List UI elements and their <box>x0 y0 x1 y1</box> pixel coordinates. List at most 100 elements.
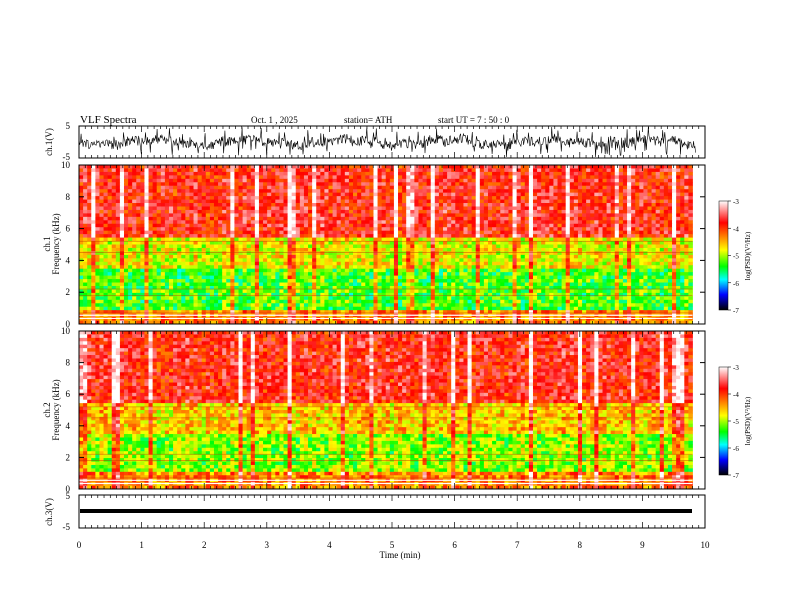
ch1-spec-cell <box>471 268 477 273</box>
ch1-spec-cell <box>504 241 509 245</box>
ch1-spec-cell <box>377 171 383 176</box>
ch1-spec-cell <box>95 199 100 204</box>
ch1-spec-cell <box>369 251 374 256</box>
ch1-spec-cell <box>663 220 669 225</box>
ch1-spec-cell <box>312 223 317 228</box>
ch1-spec-cell <box>218 192 223 197</box>
ch1-spec-cell <box>193 279 199 283</box>
ch1-spec-cell <box>295 192 301 197</box>
ch1-spec-cell <box>385 220 391 225</box>
ch1-spec-cell <box>524 254 530 259</box>
ch1-spec-cell <box>528 168 534 173</box>
ch1-spec-cell <box>279 237 284 242</box>
ch1-spec-cell <box>308 254 313 259</box>
ch1-spec-cell <box>614 216 620 221</box>
ch1-spec-cell <box>398 258 403 263</box>
ch1-spec-cell <box>87 196 92 200</box>
ch1-spec-cell <box>136 213 141 218</box>
ch1-spec-cell <box>606 206 612 211</box>
ch1-spec-cell <box>173 220 178 225</box>
ch1-spec-cell <box>79 213 84 218</box>
ch1-spec-cell <box>152 199 158 204</box>
ch1-spec-cell <box>479 175 485 180</box>
ch1-spec-cell <box>385 247 391 252</box>
ch1-spec-cell <box>205 241 211 245</box>
ch1-spec-cell <box>369 220 374 225</box>
ch1-spec-cell <box>128 227 133 232</box>
ch1-spec-cell <box>627 268 632 273</box>
ch1-spec-cell <box>512 234 518 238</box>
ch1-spec-cell <box>438 254 444 259</box>
ch1-spec-cell <box>639 227 644 232</box>
ch1-spec-cell <box>643 216 648 221</box>
ch1-spec-cell <box>156 251 162 256</box>
ch1-spec-cell <box>451 234 456 238</box>
ch1-spec-cell <box>177 209 182 214</box>
ch1-spec-cell <box>357 209 362 214</box>
ch1-spec-cell <box>500 192 505 197</box>
ch1-spec-cell <box>312 244 317 249</box>
ch1-spec-cell <box>91 209 96 214</box>
ch1-spec-cell <box>504 165 509 169</box>
ch1-spec-cell <box>320 244 325 249</box>
ch1-spec-cell <box>569 213 575 218</box>
ch1-spec-cell <box>430 237 436 242</box>
ch1-spec-cell <box>140 199 145 204</box>
ch1-spec-cell <box>246 199 252 204</box>
ch1-spec-cell <box>152 279 158 283</box>
ch1-spec-cell <box>524 213 530 218</box>
ch1-spec-cell <box>242 182 248 187</box>
ch1-spec-cell <box>258 199 264 204</box>
ch1-spec-cell <box>512 209 518 214</box>
ch1-spec-cell <box>148 203 154 207</box>
ch1-spec-cell <box>99 182 104 187</box>
ch1-spec-cell <box>128 189 133 194</box>
ch1-spec-cell <box>451 251 456 256</box>
ch1-spec-cell <box>618 199 624 204</box>
ch1-spec-cell <box>561 227 567 232</box>
ch1-spec-cell <box>475 261 481 266</box>
ch1-spec-cell <box>537 196 542 200</box>
ch1-spec-cell <box>438 227 444 232</box>
ch1-spec-cell <box>193 265 199 270</box>
ch1-spec-cell <box>111 251 117 256</box>
ch1-spec-cell <box>299 275 305 280</box>
ch1-spec-cell <box>87 247 92 252</box>
ch1-spec-cell <box>516 178 522 183</box>
ch1-spec-cell <box>393 261 399 266</box>
ch1-spec-cell <box>459 189 464 194</box>
ch1-spec-cell <box>631 247 636 252</box>
ch1-spec-cell <box>234 182 239 187</box>
ch1-spec-cell <box>438 165 444 169</box>
ch1-spec-cell <box>684 244 689 249</box>
ch1-spec-cell <box>230 178 235 183</box>
ch1-spec-cell <box>594 227 599 232</box>
ch1-spec-cell <box>434 244 440 249</box>
ch1-spec-cell <box>267 251 272 256</box>
ch1-spec-cell <box>222 192 227 197</box>
ch1-spec-cell <box>168 272 174 277</box>
ch1-spec-cell <box>312 189 317 194</box>
ch1-spec-cell <box>123 258 129 263</box>
ch1-spec-cell <box>156 230 162 235</box>
ch1-spec-cell <box>328 237 333 242</box>
ch1-spec-cell <box>385 254 391 259</box>
ch1-spec-cell <box>528 237 534 242</box>
ch1-spec-cell <box>230 165 235 169</box>
ch1-spec-cell <box>152 247 158 252</box>
ch1-spec-cell <box>663 247 669 252</box>
ch1-spec-cell <box>398 265 403 270</box>
ch1-spec-cell <box>414 175 419 180</box>
ch1-spec-cell <box>160 234 166 238</box>
ch1-spec-cell <box>173 261 178 266</box>
ch1-spec-cell <box>181 261 186 266</box>
ch1-spec-cell <box>230 227 235 232</box>
ch1-spec-cell <box>263 234 268 238</box>
ch1-spec-cell <box>144 206 149 211</box>
ch1-spec-cell <box>111 168 117 173</box>
ch1-spec-cell <box>659 189 665 194</box>
ch1-spec-cell <box>295 251 301 256</box>
ch1-spec-cell <box>381 175 387 180</box>
ch1-spec-cell <box>312 234 317 238</box>
ch1-spec-cell <box>467 168 473 173</box>
